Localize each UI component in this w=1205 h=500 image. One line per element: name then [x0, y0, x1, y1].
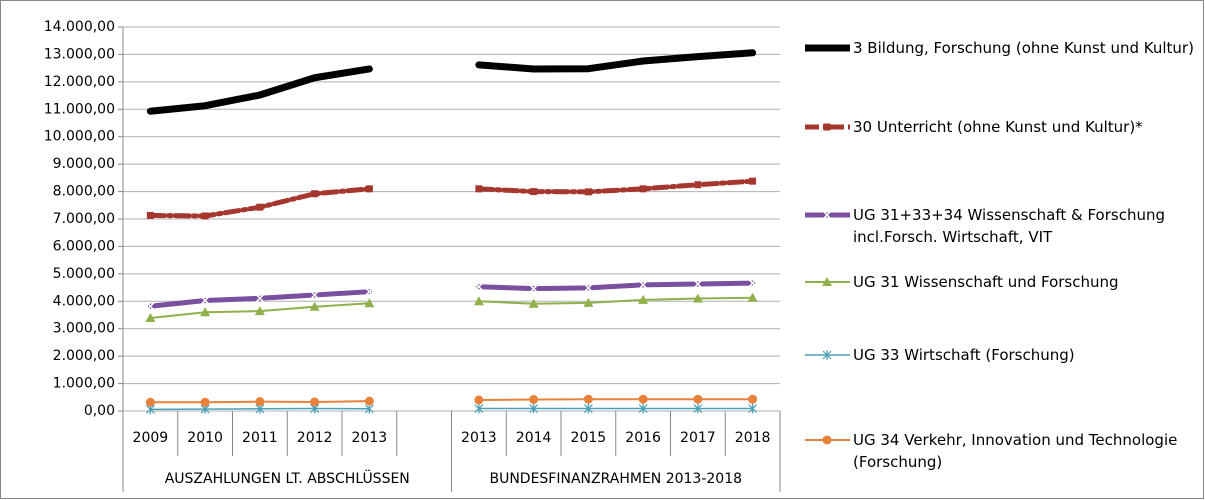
- series-line: [147, 178, 756, 219]
- y-tick-label: 8.000,00: [53, 184, 115, 200]
- x-tick-label: 2012: [297, 430, 333, 446]
- marker: [638, 280, 648, 290]
- marker: [201, 212, 209, 220]
- marker: [365, 185, 373, 193]
- x-tick-label: 2009: [133, 430, 169, 446]
- y-tick-label: 0,00: [84, 403, 115, 419]
- legend-label: UG 31 Wissenschaft und Forschung: [853, 273, 1119, 291]
- y-tick-label: 12.000,00: [44, 74, 115, 90]
- legend-marker: [822, 210, 832, 220]
- marker: [364, 298, 375, 308]
- marker: [692, 293, 703, 303]
- marker: [474, 282, 484, 292]
- marker: [309, 301, 320, 311]
- marker: [200, 295, 210, 305]
- legend-label: 30 Unterricht (ohne Kunst und Kultur)*: [853, 118, 1143, 136]
- marker: [748, 403, 758, 414]
- series-line: [146, 49, 757, 115]
- y-tick-label: 4.000,00: [53, 293, 115, 309]
- marker: [473, 296, 484, 306]
- marker: [584, 188, 592, 196]
- group-label: AUSZAHLUNGEN LT. ABSCHLÜSSEN: [165, 469, 410, 487]
- marker: [749, 177, 757, 185]
- marker: [693, 403, 703, 414]
- marker: [311, 190, 319, 198]
- marker: [747, 292, 758, 302]
- y-tick-label: 11.000,00: [44, 101, 115, 117]
- marker: [583, 297, 594, 307]
- marker: [310, 290, 320, 300]
- marker: [255, 293, 265, 303]
- marker: [145, 301, 155, 311]
- legend-marker: [822, 435, 832, 445]
- series-line: [147, 280, 756, 309]
- y-tick-label: 9.000,00: [53, 156, 115, 172]
- legend-marker: [822, 350, 832, 360]
- marker: [310, 397, 320, 407]
- y-tick-label: 10.000,00: [44, 129, 115, 145]
- marker: [200, 307, 211, 317]
- y-tick-label: 1.000,00: [53, 376, 115, 392]
- group-label: BUNDESFINANZRAHMEN 2013-2018: [489, 471, 742, 487]
- y-tick-label: 14.000,00: [44, 19, 115, 35]
- series-line: [149, 398, 754, 404]
- marker: [364, 396, 374, 406]
- marker: [583, 394, 593, 404]
- marker: [529, 284, 539, 294]
- marker: [583, 283, 593, 293]
- legend-label: UG 33 Wirtschaft (Forschung): [853, 346, 1075, 364]
- marker: [693, 394, 703, 404]
- legend-label: UG 34 Verkehr, Innovation und Technologi…: [853, 431, 1178, 471]
- y-tick-label: 6.000,00: [53, 238, 115, 254]
- y-tick-label: 7.000,00: [53, 211, 115, 227]
- x-tick-label: 2018: [735, 430, 771, 446]
- marker: [748, 394, 758, 404]
- legend-label: UG 31+33+34 Wissenschaft & Forschung inc…: [853, 206, 1166, 246]
- marker: [145, 397, 155, 407]
- y-tick-label: 5.000,00: [53, 266, 115, 282]
- legend-marker: [822, 277, 832, 286]
- x-tick-label: 2010: [187, 430, 223, 446]
- x-tick-label: 2014: [516, 430, 552, 446]
- legend-label: 3 Bildung, Forschung (ohne Kunst und Kul…: [853, 39, 1194, 57]
- y-tick-label: 13.000,00: [44, 46, 115, 62]
- legend-marker: [823, 123, 831, 131]
- x-tick-label: 2015: [571, 430, 607, 446]
- marker: [474, 395, 484, 405]
- marker: [694, 181, 702, 189]
- marker: [693, 279, 703, 289]
- marker: [530, 188, 538, 196]
- marker: [254, 306, 265, 316]
- y-tick-label: 2.000,00: [53, 348, 115, 364]
- x-tick-label: 2013: [352, 430, 388, 446]
- marker: [475, 185, 483, 193]
- marker: [638, 294, 649, 304]
- marker: [529, 403, 539, 414]
- y-tick-label: 3.000,00: [53, 321, 115, 337]
- marker: [200, 397, 210, 407]
- marker: [639, 185, 647, 193]
- marker: [255, 397, 265, 407]
- x-tick-label: 2017: [680, 430, 716, 446]
- x-tick-label: 2013: [461, 430, 497, 446]
- marker: [145, 313, 156, 323]
- marker: [529, 394, 539, 404]
- marker: [583, 403, 593, 414]
- marker: [146, 211, 154, 219]
- marker: [364, 287, 374, 297]
- marker: [256, 203, 264, 211]
- x-tick-label: 2016: [625, 430, 661, 446]
- marker: [748, 278, 758, 288]
- marker: [528, 298, 539, 308]
- marker: [638, 403, 648, 414]
- marker: [474, 403, 484, 414]
- marker: [638, 394, 648, 404]
- x-tick-label: 2011: [242, 430, 278, 446]
- series-line: [149, 407, 754, 411]
